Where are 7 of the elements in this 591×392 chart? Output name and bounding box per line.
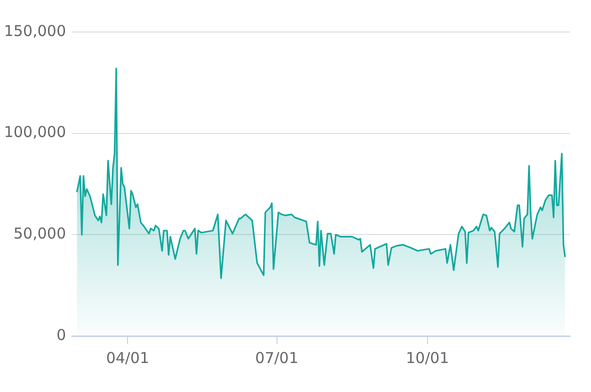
x-tick-label: 07/01 [255,348,298,367]
y-tick-label: 150,000 [4,22,66,40]
x-tick-label: 10/01 [406,348,450,367]
x-tick-label: 04/01 [106,348,150,367]
y-tick-label: 0 [56,326,66,344]
y-tick-label: 100,000 [4,123,66,142]
y-tick-label: 50,000 [14,224,66,243]
